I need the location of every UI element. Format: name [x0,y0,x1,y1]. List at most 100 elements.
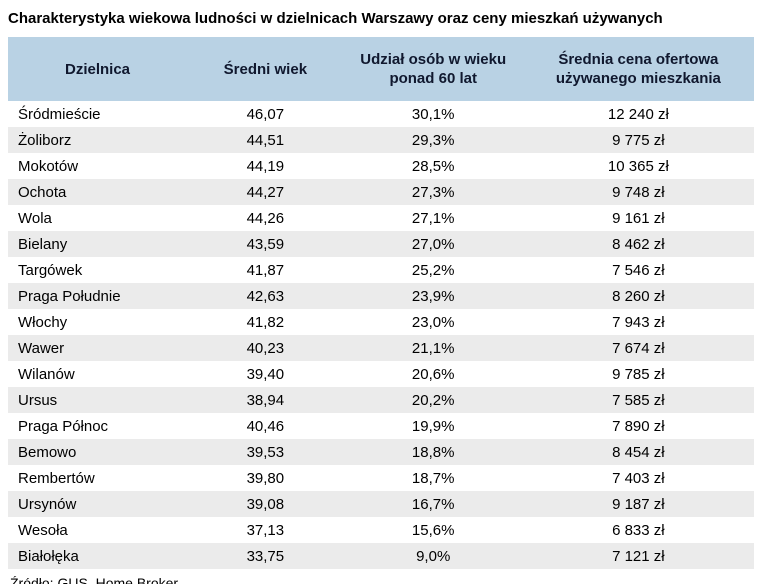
table-row: Włochy 41,82 23,0% 7 943 zł [8,309,754,335]
table-row: Ochota 44,27 27,3% 9 748 zł [8,179,754,205]
table-row: Praga Północ 40,46 19,9% 7 890 zł [8,413,754,439]
district-cell: Białołęka [18,547,79,565]
district-cell: Żoliborz [18,131,72,149]
over60-share-cell: 27,1% [411,209,455,227]
price-cell: 7 546 zł [612,261,665,279]
over60-share-cell: 28,5% [411,157,455,175]
column-header-over60-share: Udział osób w wieku ponad 60 lat [343,37,523,101]
table-row: Mokotów 44,19 28,5% 10 365 zł [8,153,754,179]
price-cell: 9 161 zł [612,209,665,227]
over60-share-cell: 21,1% [411,339,455,357]
district-cell: Targówek [18,261,83,279]
over60-share-cell: 9,0% [416,547,451,565]
avg-age-cell: 40,23 [246,339,285,357]
table-row: Targówek 41,87 25,2% 7 546 zł [8,257,754,283]
avg-age-cell: 39,53 [246,443,285,461]
avg-age-cell: 46,07 [246,105,285,123]
table-row: Bielany 43,59 27,0% 8 462 zł [8,231,754,257]
price-cell: 7 403 zł [612,469,665,487]
avg-age-cell: 39,08 [246,495,285,513]
price-cell: 9 187 zł [612,495,665,513]
table-row: Wilanów 39,40 20,6% 9 785 zł [8,361,754,387]
avg-age-cell: 44,26 [246,209,285,227]
avg-age-cell: 41,82 [246,313,285,331]
avg-age-cell: 39,80 [246,469,285,487]
column-header-avg-age: Średni wiek [187,37,344,101]
avg-age-cell: 37,13 [246,521,285,539]
district-cell: Praga Północ [18,417,109,435]
avg-age-cell: 39,40 [246,365,285,383]
price-cell: 7 674 zł [612,339,665,357]
district-cell: Mokotów [18,157,79,175]
source-note: Źródło: GUS, Home Broker [10,575,179,584]
over60-share-cell: 27,0% [411,235,455,253]
page-title: Charakterystyka wiekowa ludności w dziel… [8,10,663,27]
over60-share-cell: 25,2% [411,261,455,279]
column-header-district: Dzielnica [8,37,188,101]
over60-share-cell: 19,9% [411,417,455,435]
column-header-avg-price: Średnia cena ofertowa używanego mieszkan… [522,37,754,101]
district-cell: Wesoła [18,521,68,539]
over60-share-cell: 16,7% [411,495,455,513]
price-cell: 7 121 zł [612,547,665,565]
district-cell: Wawer [18,339,65,357]
district-cell: Śródmieście [18,105,101,123]
avg-age-cell: 40,46 [246,417,285,435]
table-row: Śródmieście 46,07 30,1% 12 240 zł [8,101,754,127]
price-cell: 7 943 zł [612,313,665,331]
over60-share-cell: 18,7% [411,469,455,487]
price-cell: 7 890 zł [612,417,665,435]
over60-share-cell: 18,8% [411,443,455,461]
over60-share-cell: 20,2% [411,391,455,409]
districts-table: Dzielnica Średni wiek Udział osób w wiek… [8,37,754,569]
table-row: Rembertów 39,80 18,7% 7 403 zł [8,465,754,491]
table-row: Bemowo 39,53 18,8% 8 454 zł [8,439,754,465]
price-cell: 9 785 zł [612,365,665,383]
avg-age-cell: 43,59 [246,235,285,253]
over60-share-cell: 23,0% [411,313,455,331]
table-row: Wawer 40,23 21,1% 7 674 zł [8,335,754,361]
district-cell: Wola [18,209,52,227]
price-cell: 8 454 zł [612,443,665,461]
avg-age-cell: 41,87 [246,261,285,279]
price-cell: 10 365 zł [607,157,669,175]
district-cell: Rembertów [18,469,95,487]
district-cell: Praga Południe [18,287,121,305]
table-header: Dzielnica Średni wiek Udział osób w wiek… [8,37,754,101]
over60-share-cell: 20,6% [411,365,455,383]
over60-share-cell: 30,1% [411,105,455,123]
table-row: Wesoła 37,13 15,6% 6 833 zł [8,517,754,543]
price-cell: 9 748 zł [612,183,665,201]
district-cell: Ursus [18,391,58,409]
table-row: Praga Południe 42,63 23,9% 8 260 zł [8,283,754,309]
district-cell: Bielany [18,235,68,253]
district-cell: Ochota [18,183,67,201]
district-cell: Bemowo [18,443,77,461]
price-cell: 7 585 zł [612,391,665,409]
avg-age-cell: 44,51 [246,131,285,149]
over60-share-cell: 23,9% [411,287,455,305]
price-cell: 9 775 zł [612,131,665,149]
table-header-row: Dzielnica Średni wiek Udział osób w wiek… [8,37,754,101]
price-cell: 8 260 zł [612,287,665,305]
avg-age-cell: 42,63 [246,287,285,305]
table-row: Białołęka 33,75 9,0% 7 121 zł [8,543,754,569]
table-row: Wola 44,26 27,1% 9 161 zł [8,205,754,231]
district-cell: Ursynów [18,495,77,513]
price-cell: 12 240 zł [607,105,669,123]
table-row: Ursynów 39,08 16,7% 9 187 zł [8,491,754,517]
price-cell: 8 462 zł [612,235,665,253]
over60-share-cell: 27,3% [411,183,455,201]
avg-age-cell: 38,94 [246,391,285,409]
table-row: Żoliborz 44,51 29,3% 9 775 zł [8,127,754,153]
district-cell: Wilanów [18,365,75,383]
table-row: Ursus 38,94 20,2% 7 585 zł [8,387,754,413]
over60-share-cell: 15,6% [411,521,455,539]
avg-age-cell: 44,27 [246,183,285,201]
district-cell: Włochy [18,313,68,331]
table-body: Śródmieście 46,07 30,1% 12 240 zł Żoliborz 44… [8,101,754,569]
avg-age-cell: 33,75 [246,547,285,565]
avg-age-cell: 44,19 [246,157,285,175]
price-cell: 6 833 zł [612,521,665,539]
